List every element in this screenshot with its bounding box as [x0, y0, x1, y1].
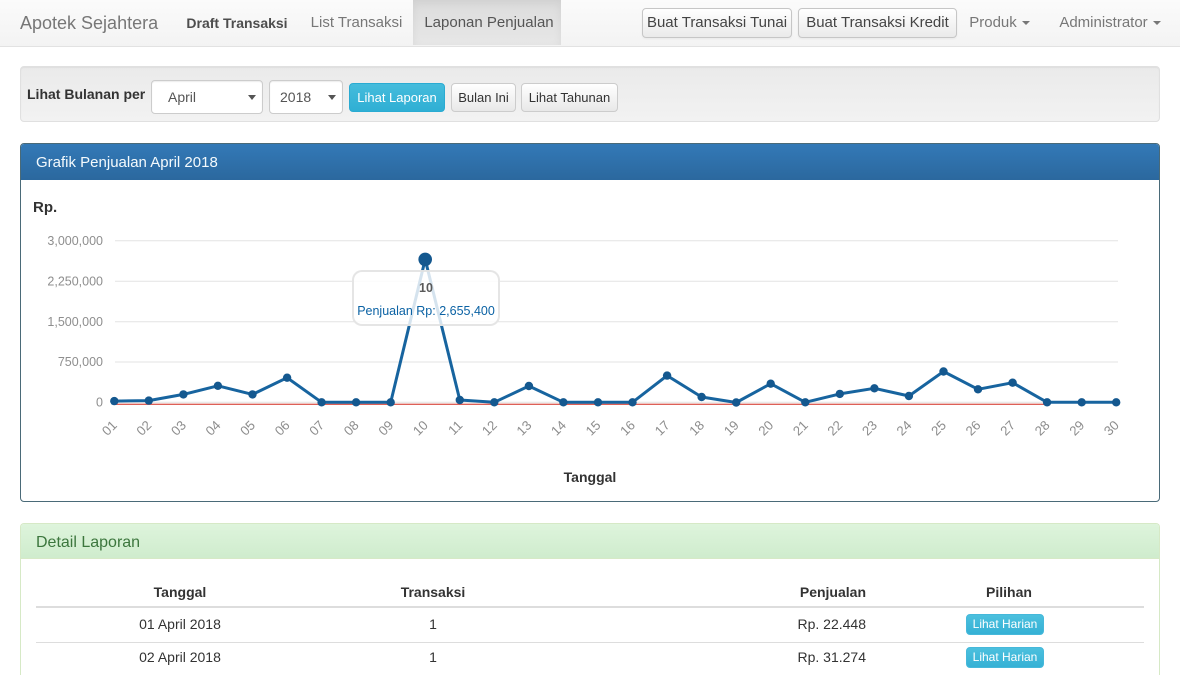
svg-text:1,500,000: 1,500,000 [47, 315, 103, 329]
svg-text:11: 11 [445, 418, 465, 438]
svg-text:05: 05 [237, 418, 258, 439]
svg-text:06: 06 [272, 418, 293, 439]
svg-text:02: 02 [133, 418, 154, 439]
svg-text:01: 01 [99, 418, 120, 439]
svg-text:26: 26 [963, 418, 984, 439]
svg-text:17: 17 [652, 418, 673, 439]
svg-text:15: 15 [583, 418, 604, 439]
svg-text:25: 25 [928, 418, 949, 439]
svg-text:18: 18 [686, 418, 707, 439]
svg-text:750,000: 750,000 [58, 355, 103, 369]
svg-text:0: 0 [96, 396, 103, 410]
svg-text:12: 12 [479, 418, 500, 439]
svg-text:23: 23 [859, 418, 880, 439]
svg-text:14: 14 [548, 418, 569, 439]
svg-text:10: 10 [410, 418, 431, 439]
svg-text:2,250,000: 2,250,000 [47, 275, 103, 289]
svg-text:08: 08 [341, 418, 362, 439]
svg-text:21: 21 [790, 418, 811, 439]
svg-text:29: 29 [1066, 418, 1087, 439]
svg-text:09: 09 [375, 418, 396, 439]
svg-text:20: 20 [755, 418, 776, 439]
svg-text:13: 13 [514, 418, 535, 439]
svg-text:22: 22 [824, 418, 845, 439]
svg-text:28: 28 [1032, 418, 1053, 439]
svg-text:03: 03 [168, 418, 189, 439]
svg-text:24: 24 [894, 418, 915, 439]
svg-text:19: 19 [721, 418, 742, 439]
svg-text:3,000,000: 3,000,000 [47, 234, 103, 248]
svg-text:27: 27 [997, 418, 1018, 439]
svg-text:04: 04 [203, 418, 224, 439]
svg-text:16: 16 [617, 418, 638, 439]
svg-text:07: 07 [306, 418, 327, 439]
svg-text:30: 30 [1101, 418, 1122, 439]
